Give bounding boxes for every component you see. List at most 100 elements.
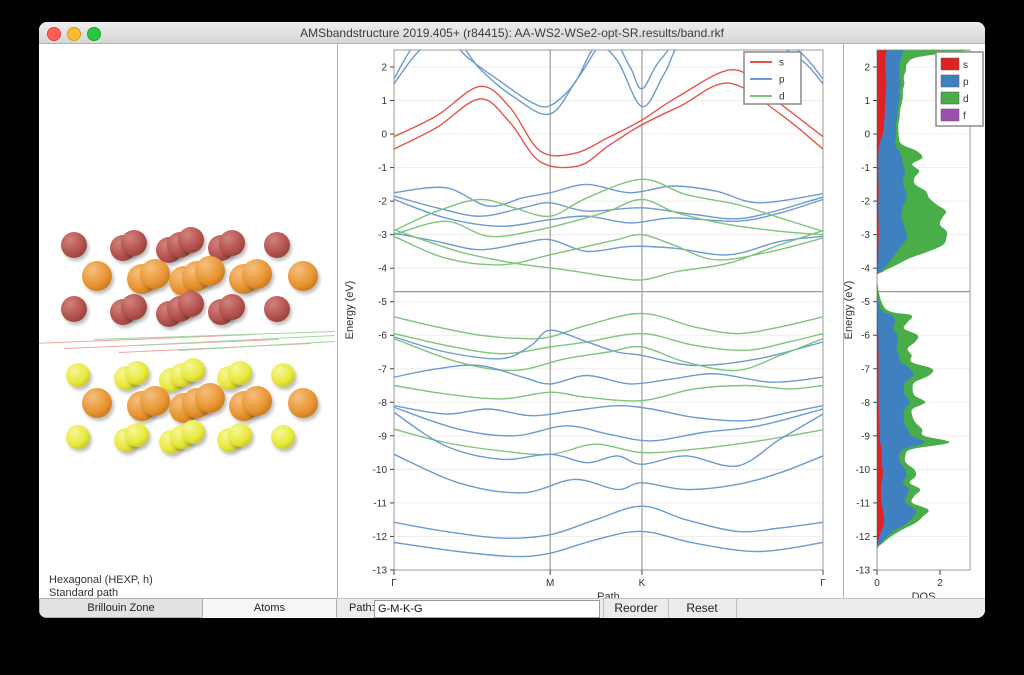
svg-text:-2: -2	[861, 197, 870, 208]
svg-text:-9: -9	[378, 431, 387, 442]
atom-s[interactable]	[227, 422, 252, 447]
atom-se[interactable]	[120, 293, 147, 320]
bottom-strip: Brillouin Zone Atoms Path: Reorder Reset	[39, 598, 985, 618]
svg-text:-4: -4	[861, 264, 870, 275]
svg-text:s: s	[779, 58, 784, 69]
svg-text:Energy (eV): Energy (eV)	[843, 281, 855, 340]
reset-button[interactable]: Reset	[668, 599, 737, 618]
atom-w[interactable]	[241, 258, 272, 289]
atom-se[interactable]	[264, 296, 290, 322]
path-label: Path:	[349, 602, 375, 614]
svg-text:-9: -9	[861, 431, 870, 442]
atom-s[interactable]	[124, 422, 149, 447]
lattice-type-label: Hexagonal (HEXP, h)	[49, 574, 153, 586]
atom-se[interactable]	[218, 293, 245, 320]
atom-se[interactable]	[178, 291, 204, 317]
atom-w[interactable]	[241, 385, 272, 416]
minimize-button[interactable]	[67, 27, 81, 41]
zoom-button[interactable]	[87, 27, 101, 41]
atom-se[interactable]	[61, 296, 87, 322]
path-input[interactable]	[374, 600, 600, 618]
title-bar[interactable]: AMSbandstructure 2019.405+ (r84415): AA-…	[39, 22, 985, 44]
lattice-cell-line	[94, 331, 336, 340]
close-button[interactable]	[47, 27, 61, 41]
atom-s[interactable]	[227, 360, 252, 385]
svg-text:-1: -1	[378, 163, 387, 174]
svg-text:-4: -4	[378, 264, 387, 275]
atom-w[interactable]	[288, 261, 318, 291]
atoms-panel: Hexagonal (HEXP, h) Standard path	[39, 44, 337, 600]
atom-w[interactable]	[288, 388, 318, 418]
svg-text:Energy (eV): Energy (eV)	[344, 281, 356, 340]
svg-text:-8: -8	[861, 398, 870, 409]
atom-se[interactable]	[178, 227, 204, 253]
lattice-info: Hexagonal (HEXP, h) Standard path	[49, 574, 153, 600]
svg-text:p: p	[963, 77, 969, 88]
atom-w[interactable]	[139, 385, 170, 416]
svg-text:-11: -11	[856, 498, 870, 509]
svg-text:0: 0	[864, 130, 870, 141]
atom-s[interactable]	[124, 360, 149, 385]
svg-text:-12: -12	[856, 532, 871, 543]
atom-se[interactable]	[218, 229, 245, 256]
atom-w[interactable]	[195, 383, 225, 413]
atom-s[interactable]	[181, 358, 205, 382]
svg-text:0: 0	[381, 130, 387, 141]
svg-text:d: d	[963, 94, 969, 105]
atom-se[interactable]	[264, 232, 290, 258]
reorder-button[interactable]: Reorder	[603, 599, 669, 618]
path-type-label: Standard path	[49, 587, 119, 599]
svg-text:-7: -7	[378, 364, 387, 375]
atom-w[interactable]	[82, 388, 112, 418]
svg-text:p: p	[779, 75, 785, 86]
molecule-3d-view[interactable]	[39, 44, 337, 504]
atom-w[interactable]	[195, 256, 225, 286]
atom-s[interactable]	[66, 363, 90, 387]
atom-se[interactable]	[61, 232, 87, 258]
app-window: AMSbandstructure 2019.405+ (r84415): AA-…	[39, 22, 985, 618]
splitter-left[interactable]	[337, 44, 338, 618]
svg-text:-13: -13	[373, 565, 388, 576]
svg-text:-5: -5	[861, 297, 870, 308]
atom-s[interactable]	[271, 425, 295, 449]
atom-se[interactable]	[120, 229, 147, 256]
svg-text:-3: -3	[861, 230, 870, 241]
svg-text:Path: Path	[597, 591, 620, 598]
svg-text:-11: -11	[373, 498, 387, 509]
svg-text:-7: -7	[861, 364, 870, 375]
svg-text:-13: -13	[856, 565, 871, 576]
atom-w[interactable]	[82, 261, 112, 291]
svg-text:K: K	[639, 578, 646, 589]
atom-w[interactable]	[139, 258, 170, 289]
svg-text:2: 2	[381, 63, 387, 74]
svg-text:-1: -1	[861, 163, 870, 174]
atom-s[interactable]	[66, 425, 90, 449]
tab-atoms[interactable]: Atoms	[202, 598, 337, 618]
svg-text:-8: -8	[378, 398, 387, 409]
svg-text:-2: -2	[378, 197, 387, 208]
dos-plot: 210-1-2-3-4-5-6-7-8-9-10-11-12-130 2DOSEn…	[843, 49, 984, 598]
svg-text:s: s	[963, 60, 968, 71]
tab-brillouin-zone[interactable]: Brillouin Zone	[39, 598, 203, 618]
svg-text:-6: -6	[861, 331, 870, 342]
svg-text:DOS: DOS	[912, 591, 936, 598]
svg-text:M: M	[546, 578, 554, 589]
svg-text:-10: -10	[856, 465, 871, 476]
svg-text:1: 1	[381, 96, 387, 107]
svg-text:-3: -3	[378, 230, 387, 241]
svg-text:-5: -5	[378, 297, 387, 308]
svg-text:2: 2	[864, 63, 870, 74]
splitter-right[interactable]	[843, 44, 844, 618]
svg-text:Γ: Γ	[820, 578, 826, 589]
band-structure-panel	[338, 44, 843, 598]
atom-s[interactable]	[181, 420, 205, 444]
svg-text:d: d	[779, 92, 785, 103]
path-toolbar: Path: Reorder Reset	[337, 598, 985, 618]
svg-text:0: 0	[874, 578, 880, 589]
svg-text:1: 1	[864, 96, 870, 107]
svg-text:-12: -12	[373, 532, 388, 543]
svg-text:2: 2	[937, 578, 943, 589]
svg-text:-10: -10	[373, 465, 388, 476]
atom-s[interactable]	[271, 363, 295, 387]
